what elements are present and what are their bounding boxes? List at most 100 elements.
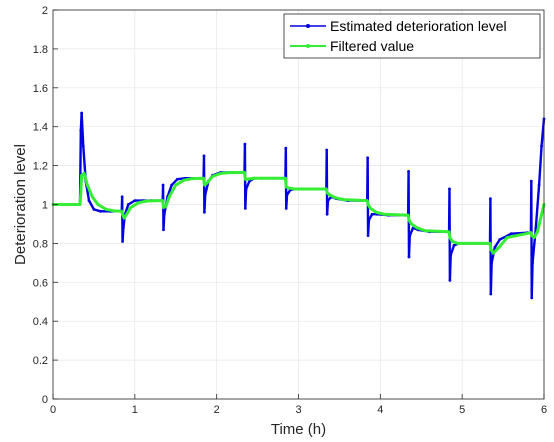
y-axis-label: Deterioration level [12,144,29,265]
data-point-estimated [87,199,91,203]
data-point-filtered [497,245,501,249]
data-point-estimated [243,142,247,146]
data-point-filtered [79,191,83,195]
data-point-estimated [366,156,370,160]
data-point-estimated [452,243,456,247]
series-layer [51,111,546,300]
data-point-estimated [448,187,451,191]
y-tick-label: 1.8 [33,44,48,56]
data-point-filtered [112,209,116,213]
data-point-filtered [137,201,141,204]
data-point-filtered [491,251,495,255]
data-point-estimated [203,193,207,197]
data-point-filtered [415,226,419,230]
data-point-filtered [162,206,165,209]
y-tick-label: 0.2 [33,355,48,367]
data-point-estimated [540,144,543,148]
legend-label-estimated: Estimated deterioration level [330,18,507,34]
data-point-estimated [367,218,371,222]
data-point-estimated [161,183,165,187]
data-point-estimated [509,232,513,236]
data-point-estimated [370,212,374,216]
data-point-filtered [145,199,149,203]
x-tick-label: 5 [459,404,465,416]
data-point-filtered [505,236,509,239]
data-point-estimated [80,111,84,115]
data-point-filtered [85,183,89,187]
y-tick-label: 0.8 [33,238,48,250]
y-tick-label: 1.2 [33,161,48,173]
data-point-estimated [498,238,502,241]
data-point-estimated [99,209,102,213]
data-point-estimated [133,199,137,203]
data-point-filtered [243,177,247,181]
data-point-filtered [423,229,427,233]
data-point-estimated [79,129,83,132]
data-point-estimated [284,206,288,210]
data-point-filtered [219,171,223,175]
data-point-estimated [493,245,497,249]
data-point-filtered [383,212,386,216]
data-point-estimated [92,207,96,211]
data-point-estimated [243,206,247,210]
data-point-filtered [190,177,194,181]
y-tick-label: 0 [42,394,48,406]
x-tick-label: 1 [132,404,138,416]
y-tick-label: 2 [42,5,48,17]
data-point-filtered [488,242,492,245]
data-point-filtered [406,213,410,217]
data-point-filtered [104,207,108,211]
x-tick-label: 0 [50,404,56,416]
data-point-filtered [456,242,460,245]
data-point-filtered [407,218,411,222]
data-point-estimated [529,179,533,183]
data-point-filtered [78,203,82,206]
data-point-estimated [121,226,125,230]
y-tick-label: 1.6 [33,83,48,95]
data-point-filtered [529,231,533,235]
data-point-estimated [407,255,411,259]
data-point-filtered [252,176,255,180]
data-point-filtered [284,176,287,180]
legend-marker-estimated [306,24,310,28]
data-point-filtered [489,247,493,251]
data-point-estimated [121,240,124,243]
data-point-filtered [447,230,451,234]
data-point-estimated [325,148,329,152]
data-point-estimated [449,253,453,257]
data-point-estimated [489,197,492,201]
data-point-estimated [448,278,452,282]
x-tick-label: 3 [295,404,301,416]
data-point-filtered [369,206,372,210]
data-point-estimated [284,146,288,150]
data-point-filtered [284,185,288,189]
data-point-estimated [489,292,493,296]
y-tick-label: 0.6 [33,277,48,289]
data-point-filtered [448,236,452,239]
legend: Estimated deterioration level Filtered v… [283,13,541,59]
data-point-filtered [530,234,534,238]
legend-label-filtered: Filtered value [330,38,414,54]
data-point-estimated [202,210,206,214]
y-tick-label: 1.4 [33,122,48,134]
data-point-filtered [246,177,250,181]
data-point-filtered [82,171,86,175]
data-point-filtered [96,203,100,206]
data-point-estimated [325,212,329,216]
data-point-estimated [534,226,538,230]
data-point-filtered [410,222,413,226]
data-point-estimated [175,177,179,181]
data-point-filtered [342,198,345,202]
data-point-filtered [182,178,186,182]
data-point-filtered [161,199,165,203]
data-point-estimated [202,154,206,158]
legend-marker-filtered [306,44,310,48]
data-point-filtered [164,205,168,208]
data-point-filtered [536,230,539,234]
data-point-filtered [243,171,246,174]
data-point-filtered [365,199,369,203]
data-point-filtered [374,210,378,214]
data-point-estimated [407,170,410,173]
data-point-filtered [125,212,129,216]
